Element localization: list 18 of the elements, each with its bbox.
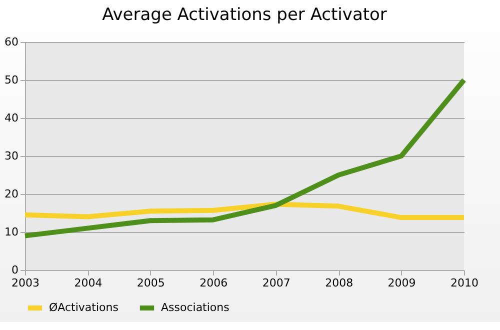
x-tick-label: 2008 [325,276,354,290]
x-tick-label: 2009 [388,276,416,290]
x-tick-label: 2010 [450,276,478,290]
y-tick-label: 20 [4,188,18,200]
chart-title: Average Activations per Activator [102,5,387,25]
x-tick-label: 2007 [262,276,290,290]
legend-label: ØActivations [49,301,119,314]
y-tick-label: 50 [4,74,18,86]
x-tick-label: 2006 [200,276,228,290]
legend-label: Associations [161,301,230,314]
x-tick-label: 2003 [12,276,40,290]
y-tick-label: 60 [4,36,18,48]
y-tick-label: 40 [4,112,18,124]
y-tick-label: 10 [4,226,18,238]
y-tick-label: 0 [12,264,18,276]
y-tick-label: 30 [4,150,18,162]
x-tick-label: 2005 [136,276,165,290]
x-tick-label: 2004 [74,276,102,290]
